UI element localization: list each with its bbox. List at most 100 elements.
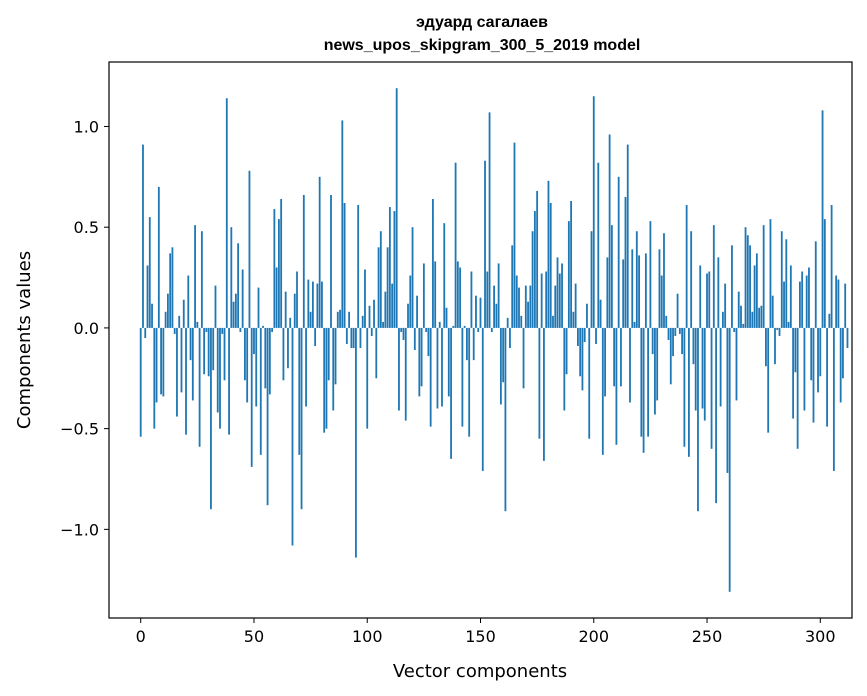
bar bbox=[789, 265, 792, 328]
bar bbox=[268, 327, 271, 395]
bar bbox=[672, 327, 674, 357]
bar bbox=[153, 327, 156, 429]
bar bbox=[339, 309, 341, 328]
bar bbox=[556, 257, 559, 328]
bar bbox=[529, 285, 532, 328]
bar bbox=[225, 98, 228, 328]
bar bbox=[382, 321, 384, 328]
bar bbox=[706, 273, 708, 328]
chart-subtitle: news_upos_skipgram_300_5_2019 model bbox=[324, 37, 641, 54]
bar bbox=[157, 186, 160, 328]
bar bbox=[316, 283, 319, 328]
bar bbox=[638, 255, 640, 328]
bar bbox=[674, 327, 677, 336]
bar bbox=[477, 327, 480, 332]
bar bbox=[171, 247, 174, 328]
bar bbox=[635, 231, 638, 328]
bar bbox=[624, 196, 627, 328]
bar bbox=[774, 327, 776, 365]
bar bbox=[610, 225, 613, 328]
bar bbox=[814, 241, 817, 328]
bar bbox=[592, 96, 595, 328]
bar bbox=[307, 279, 310, 328]
bar bbox=[370, 327, 373, 336]
bar bbox=[608, 134, 611, 328]
bar bbox=[311, 281, 314, 328]
bar bbox=[264, 327, 267, 389]
bar bbox=[769, 219, 772, 328]
bar bbox=[246, 327, 249, 403]
bar bbox=[518, 287, 520, 328]
bar bbox=[327, 327, 330, 381]
bar bbox=[545, 271, 548, 328]
bar bbox=[796, 327, 799, 449]
bar bbox=[443, 223, 446, 328]
bar bbox=[432, 198, 434, 328]
bar bbox=[631, 249, 634, 328]
bar bbox=[821, 110, 824, 328]
bar bbox=[742, 323, 745, 328]
bar bbox=[255, 327, 258, 407]
bar bbox=[599, 299, 602, 328]
bar bbox=[731, 245, 733, 328]
bar bbox=[481, 327, 484, 471]
y-tick-label: 0.0 bbox=[74, 319, 99, 338]
bar bbox=[577, 327, 579, 347]
bar bbox=[291, 327, 294, 546]
bar bbox=[497, 263, 500, 328]
bar bbox=[780, 231, 783, 328]
bar bbox=[622, 259, 625, 328]
bar bbox=[633, 321, 636, 328]
bar bbox=[651, 327, 654, 355]
x-tick-label: 0 bbox=[136, 627, 146, 646]
bar bbox=[352, 327, 355, 349]
bar bbox=[321, 281, 323, 328]
bar bbox=[549, 203, 552, 328]
bar bbox=[832, 327, 835, 471]
bar bbox=[402, 327, 405, 340]
bar bbox=[692, 327, 695, 365]
bar bbox=[470, 271, 473, 328]
bar bbox=[262, 325, 264, 328]
x-tick-label: 100 bbox=[352, 627, 383, 646]
bar bbox=[765, 327, 767, 367]
bar bbox=[826, 327, 828, 427]
bar bbox=[436, 327, 439, 409]
bar bbox=[422, 263, 425, 328]
bar bbox=[330, 194, 332, 328]
bar bbox=[429, 327, 432, 427]
bar bbox=[586, 303, 588, 328]
bar bbox=[214, 285, 217, 328]
bar bbox=[640, 327, 643, 437]
bar bbox=[744, 227, 747, 328]
bar bbox=[395, 88, 398, 328]
bar bbox=[160, 327, 162, 395]
bar bbox=[176, 327, 178, 417]
y-tick-label: 0.5 bbox=[74, 218, 99, 237]
bar bbox=[547, 180, 550, 328]
bar bbox=[404, 327, 407, 421]
bar bbox=[305, 327, 307, 407]
bar bbox=[490, 327, 493, 332]
bar bbox=[287, 327, 289, 369]
bar bbox=[357, 205, 360, 328]
bar bbox=[746, 235, 749, 328]
bar bbox=[504, 327, 507, 512]
bar bbox=[468, 327, 471, 437]
bar bbox=[615, 327, 618, 445]
bar bbox=[248, 170, 251, 328]
bar bbox=[771, 295, 774, 328]
bar bbox=[275, 267, 278, 328]
bar bbox=[812, 327, 815, 423]
bar bbox=[644, 253, 647, 328]
bar bbox=[808, 267, 810, 328]
bar bbox=[198, 327, 201, 447]
y-axis-label: Components values bbox=[14, 251, 35, 429]
bar bbox=[350, 327, 353, 349]
bar bbox=[721, 311, 724, 328]
y-tick-label: −1.0 bbox=[60, 520, 99, 539]
bar bbox=[649, 221, 652, 328]
x-axis-label: Vector components bbox=[393, 661, 567, 682]
x-tick-label: 150 bbox=[465, 627, 496, 646]
